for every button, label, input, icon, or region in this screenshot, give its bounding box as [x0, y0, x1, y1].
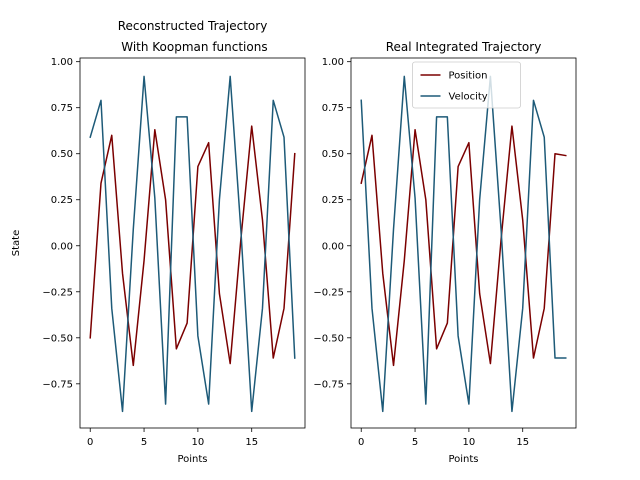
- y-tick-label: −0.75: [313, 379, 344, 390]
- chart-title: Real Integrated Trajectory: [386, 40, 542, 54]
- legend: Position Velocity: [412, 61, 521, 109]
- y-tick-label: −0.50: [313, 333, 344, 344]
- x-tick-label: 15: [245, 437, 258, 448]
- y-tick-label: 0.25: [322, 195, 344, 206]
- axes-frame: [79, 57, 306, 429]
- x-axis-label: Points: [177, 454, 207, 465]
- chart-panel-1: 0 5 10 15 −0.75 −0.50 −0.25 0.00 0.25 0.50 0.75 1.0…: [11, 19, 306, 465]
- y-tick-label: 0.00: [51, 241, 73, 252]
- y-tick-label: 0.00: [322, 241, 344, 252]
- chart-title: Reconstructed Trajectory With Koopman fu…: [117, 19, 267, 54]
- legend-label-velocity: Velocity: [449, 92, 488, 103]
- x-tick-label: 10: [192, 437, 205, 448]
- y-tick-label: −0.50: [42, 333, 73, 344]
- y-tick-label: −0.25: [313, 287, 344, 298]
- legend-label-position: Position: [449, 71, 488, 82]
- x-tick-label: 15: [516, 437, 529, 448]
- series-line-velocity: [89, 75, 296, 413]
- chart-panel-2: 0 5 10 15 −0.75 −0.50 −0.25 0.00 0.25 0.50 0.75 1.0…: [313, 40, 577, 465]
- y-tick-label: 0.50: [51, 149, 73, 160]
- x-tick-label: 10: [463, 437, 476, 448]
- y-tick-label: 0.75: [51, 103, 73, 114]
- y-axis-label: State: [11, 230, 22, 256]
- y-tick-label: 0.25: [51, 195, 73, 206]
- axes-frame: [350, 57, 577, 429]
- x-tick-label: 5: [412, 437, 418, 448]
- x-tick-label: 0: [358, 437, 364, 448]
- series-line-position: [89, 125, 296, 367]
- y-tick-label: 0.50: [322, 149, 344, 160]
- series-line-position: [360, 125, 567, 367]
- y-tick-label: −0.25: [42, 287, 73, 298]
- x-tick-label: 0: [87, 437, 93, 448]
- x-axis-label: Points: [448, 454, 478, 465]
- y-tick-label: 1.00: [322, 57, 344, 68]
- y-tick-label: 1.00: [51, 57, 73, 68]
- y-tick-label: −0.75: [42, 379, 73, 390]
- y-tick-label: 0.75: [322, 103, 344, 114]
- series-line-velocity: [360, 75, 567, 413]
- x-tick-label: 5: [141, 437, 147, 448]
